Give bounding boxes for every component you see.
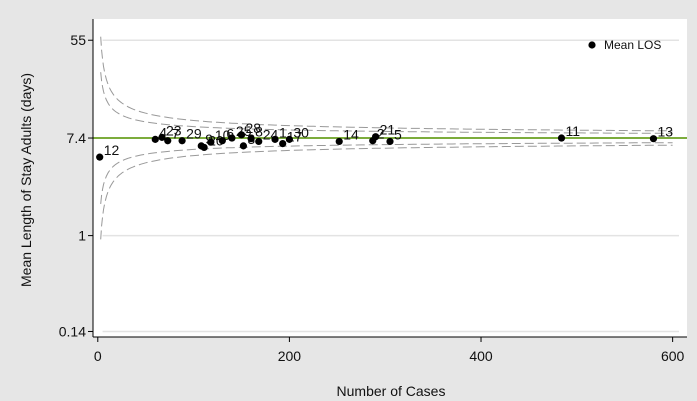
point-label: 9 bbox=[205, 131, 213, 147]
data-point bbox=[218, 137, 226, 145]
gridlines bbox=[102, 39, 679, 333]
point-label: 4 bbox=[159, 124, 167, 140]
x-tick-label: 200 bbox=[278, 348, 302, 364]
point-label: 13 bbox=[657, 124, 673, 140]
point-label: 30 bbox=[293, 124, 309, 140]
data-point bbox=[557, 134, 566, 142]
lower-limit-95 bbox=[100, 142, 673, 204]
point-label: 28 bbox=[246, 120, 262, 136]
point-label: 11 bbox=[565, 123, 580, 139]
upper-limit-95 bbox=[100, 72, 673, 134]
control-limits bbox=[100, 36, 673, 240]
data-point bbox=[200, 143, 208, 152]
data-point bbox=[158, 133, 166, 141]
x-tick-label: 0 bbox=[94, 348, 102, 364]
data-point bbox=[386, 137, 394, 146]
data-point bbox=[207, 138, 215, 146]
point-label: 21 bbox=[380, 122, 396, 138]
point-label: 29 bbox=[186, 126, 202, 142]
legend-label: Mean LOS bbox=[604, 38, 661, 52]
y-axis-title: Mean Length of Stay Adults (days) bbox=[18, 73, 34, 287]
point-label: 10 bbox=[215, 127, 231, 143]
point-label: 5 bbox=[394, 126, 402, 142]
point-label: 12 bbox=[104, 142, 120, 158]
point-label: 7 bbox=[172, 126, 180, 142]
data-point bbox=[228, 134, 236, 142]
point-label: 14 bbox=[343, 126, 359, 142]
legend: Mean LOS bbox=[588, 38, 661, 52]
point-label: 8 bbox=[255, 124, 263, 140]
x-axis-title: Number of Cases bbox=[337, 383, 446, 399]
data-point bbox=[649, 135, 658, 143]
data-point bbox=[372, 133, 380, 141]
data-point bbox=[279, 140, 287, 148]
upper-limit-99 bbox=[100, 36, 673, 132]
point-label: 2 bbox=[377, 126, 385, 142]
data-points: 1242372992010625283824117301422151113 bbox=[96, 120, 673, 161]
data-point bbox=[247, 135, 255, 143]
y-tick-label: 7.4 bbox=[67, 130, 87, 146]
data-point bbox=[255, 137, 263, 146]
y-tick-label: 1 bbox=[78, 228, 86, 244]
x-tick-label: 600 bbox=[661, 348, 685, 364]
data-point bbox=[151, 135, 159, 143]
point-label: 23 bbox=[166, 122, 182, 138]
data-point bbox=[285, 135, 294, 143]
data-point bbox=[96, 153, 104, 161]
lower-limit-99 bbox=[100, 144, 673, 240]
data-point bbox=[335, 137, 343, 146]
legend-marker bbox=[588, 41, 596, 49]
data-point bbox=[271, 135, 279, 143]
point-label: 6 bbox=[226, 126, 234, 142]
data-point bbox=[178, 137, 186, 145]
x-tick-label: 400 bbox=[469, 348, 493, 364]
axes: 0.14 1 7.4 55 0 200 400 600 bbox=[59, 19, 687, 364]
point-label: 1 bbox=[279, 124, 287, 140]
data-point bbox=[237, 131, 246, 139]
plot-area bbox=[93, 19, 687, 337]
data-point bbox=[164, 137, 172, 145]
data-point bbox=[239, 142, 248, 150]
y-tick-label: 55 bbox=[70, 32, 86, 48]
y-tick-label: 0.14 bbox=[59, 323, 86, 339]
